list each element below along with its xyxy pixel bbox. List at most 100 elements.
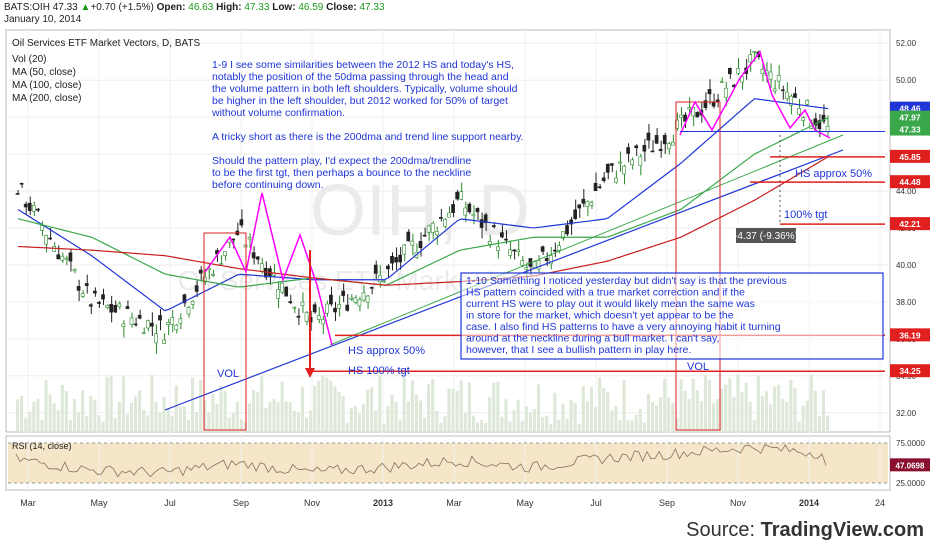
candle <box>377 274 382 283</box>
volume-bar <box>423 417 427 432</box>
candle <box>426 225 431 233</box>
volume-bar <box>687 399 691 432</box>
candle <box>622 165 626 175</box>
volume-bar <box>97 415 101 432</box>
candle <box>361 292 366 301</box>
volume-bar <box>537 384 541 432</box>
volume-bar <box>382 423 386 432</box>
volume-bar <box>532 409 537 432</box>
volume-bar <box>235 401 239 432</box>
candle <box>211 274 215 276</box>
candle <box>72 268 77 272</box>
volume-bar <box>752 420 756 432</box>
candle <box>504 238 508 241</box>
candle <box>451 204 455 213</box>
volume-bar <box>280 382 284 432</box>
volume-bar <box>471 415 475 432</box>
volume-bar <box>296 412 300 432</box>
candle <box>137 314 142 319</box>
candle <box>251 252 256 259</box>
volume-bar <box>60 384 64 432</box>
volume-bar <box>707 379 712 432</box>
volume-bar <box>427 384 431 432</box>
candle <box>548 255 553 265</box>
candle <box>719 81 724 83</box>
volume-bar <box>40 420 44 432</box>
label-vol-right: VOL <box>687 361 709 373</box>
time-tick-label: May <box>516 498 534 508</box>
candle <box>491 225 496 228</box>
volume-bar <box>504 399 508 432</box>
candle <box>768 71 773 80</box>
candle <box>312 304 317 313</box>
candle <box>540 246 545 252</box>
price-label: 34.25 <box>899 366 921 376</box>
volume-bar <box>463 412 467 432</box>
volume-bar <box>699 401 703 432</box>
volume-bar <box>146 415 150 432</box>
volume-bar <box>516 399 520 432</box>
candle <box>784 91 789 100</box>
candle <box>508 249 512 256</box>
candle <box>772 88 777 92</box>
volume-bar <box>345 422 349 432</box>
volume-bar <box>402 374 406 432</box>
candle <box>728 67 732 75</box>
price-chart[interactable]: OIH, D Oil Services ETF Market Vectors 1… <box>0 0 932 520</box>
candle <box>434 231 439 236</box>
volume-bar <box>353 406 357 432</box>
label-hs50-right: HS approx 50% <box>795 168 872 180</box>
quote-header: BATS:OIH 47.33 ▲+0.70 (+1.5%) Open: 46.6… <box>4 2 385 14</box>
candle <box>430 222 435 233</box>
candle <box>31 205 36 212</box>
price-label-box <box>890 149 930 163</box>
candle <box>447 212 451 218</box>
rsi-tick-label: 25.0000 <box>896 479 925 488</box>
candle <box>646 132 651 141</box>
high-value: 47.33 <box>244 2 270 13</box>
volume-bar <box>724 384 728 432</box>
candle <box>642 144 647 152</box>
measure-label: -4.37 (-9.36%) <box>734 231 798 242</box>
candle <box>121 323 126 328</box>
time-tick-label: May <box>90 498 108 508</box>
candle <box>789 95 793 106</box>
candle <box>44 235 48 245</box>
volume-bar <box>545 415 549 432</box>
volume-bar <box>252 389 256 432</box>
candle <box>398 254 402 263</box>
volume-bar <box>211 393 215 432</box>
annotation-note2: HS pattern coincided with a true market … <box>466 287 745 299</box>
volume-bar <box>248 403 252 432</box>
candle <box>105 305 109 308</box>
volume-bar <box>260 376 264 432</box>
volume-bar <box>500 416 504 432</box>
annotation-note1: to be the first tgt, then perhaps a boun… <box>212 167 471 179</box>
volume-bar <box>813 391 817 432</box>
volume-bar <box>679 379 683 432</box>
volume-bar <box>602 388 606 432</box>
volume-bar <box>817 416 821 432</box>
candle <box>36 208 40 211</box>
candle <box>88 304 93 307</box>
time-tick-label: 2014 <box>799 498 819 508</box>
volume-bar <box>93 399 97 432</box>
candle <box>113 305 118 313</box>
candle <box>687 107 691 110</box>
annotation-note2: 1-10 Something I noticed yesterday but d… <box>466 275 787 287</box>
candle <box>231 238 236 241</box>
volume-bar <box>138 390 142 432</box>
price-tick-label: 44.00 <box>896 187 917 196</box>
price-label: 44.48 <box>899 177 921 187</box>
candle <box>536 260 541 270</box>
volume-bar <box>760 396 764 432</box>
time-tick-label: Jul <box>590 498 602 508</box>
open-label: Open: <box>156 2 186 13</box>
candle <box>797 108 801 115</box>
candle <box>418 241 423 249</box>
annotation-note1: before continuing down. <box>212 179 324 191</box>
candle <box>630 159 634 166</box>
candle <box>190 301 195 305</box>
high-label: High: <box>216 2 242 13</box>
price-tick-label: 32.00 <box>896 409 917 418</box>
